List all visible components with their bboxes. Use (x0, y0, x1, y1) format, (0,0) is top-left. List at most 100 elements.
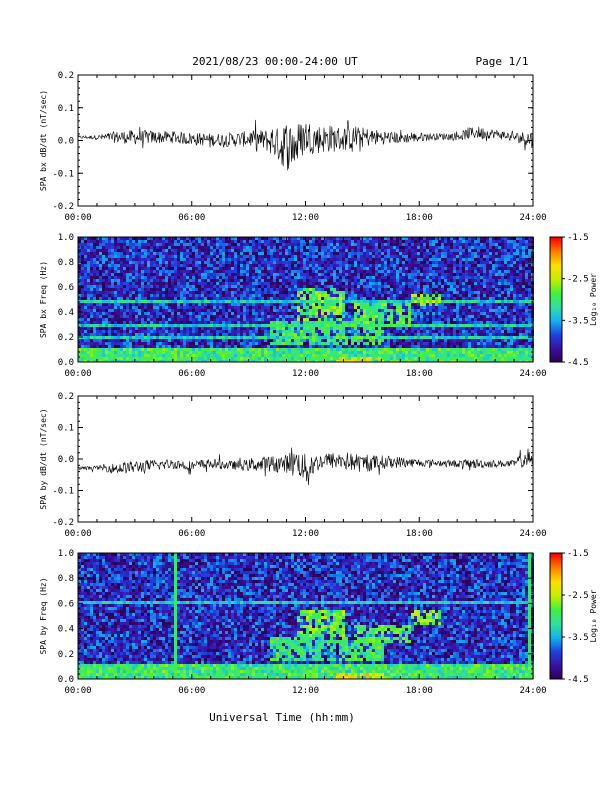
spectrogram-cell (354, 300, 357, 303)
spectrogram-cell (150, 264, 153, 267)
spectrogram-cell (381, 249, 384, 252)
spectrogram-cell (171, 285, 174, 288)
spectrogram-cell (261, 243, 264, 246)
spectrogram-cell (492, 264, 495, 267)
spectrogram-cell (189, 297, 192, 300)
spectrogram-cell (375, 243, 378, 246)
spectrogram-cell (396, 303, 399, 306)
spectrogram-cell (147, 291, 150, 294)
spectrogram-cell (105, 318, 108, 321)
spectrogram-cell (90, 318, 93, 321)
spectrogram-cell (234, 327, 237, 330)
spectrogram-cell (465, 330, 468, 333)
spectrogram-cell (219, 255, 222, 258)
spectrogram-cell (291, 318, 294, 321)
spectrogram-cell (357, 279, 360, 282)
spectrogram-cell (177, 306, 180, 309)
spectrogram-cell (165, 321, 168, 324)
spectrogram-cell (162, 300, 165, 303)
spectrogram-cell (363, 324, 366, 327)
spectrogram-cell (357, 300, 360, 303)
spectrogram-cell (129, 237, 132, 240)
spectrogram-cell (255, 321, 258, 324)
y-tick-label: 0.1 (58, 104, 74, 114)
spectrogram-cell (165, 327, 168, 330)
spectrogram-cell (96, 288, 99, 291)
spectrogram-cell (123, 297, 126, 300)
spectrogram-cell (486, 237, 489, 240)
spectrogram-cell (198, 237, 201, 240)
spectrogram-cell (261, 309, 264, 312)
spectrogram-cell (468, 303, 471, 306)
spectrogram-cell (315, 279, 318, 282)
spectrogram-cell (108, 255, 111, 258)
spectrogram-cell (228, 267, 231, 270)
spectrogram-cell (333, 252, 336, 255)
spectrogram-cell (258, 294, 261, 297)
spectrogram-cell (282, 309, 285, 312)
spectrogram-cell (213, 285, 216, 288)
spectrogram-cell (279, 291, 282, 294)
spectrogram-cell (417, 252, 420, 255)
spectrogram-cell (393, 237, 396, 240)
spectrogram-cell (483, 315, 486, 318)
spectrogram-cell (414, 315, 417, 318)
spectrogram-cell (507, 330, 510, 333)
spectrogram-cell (525, 330, 528, 333)
spectrogram-cell (432, 321, 435, 324)
spectrogram-cell (444, 315, 447, 318)
spectrogram-cell (261, 240, 264, 243)
spectrogram-cell (183, 306, 186, 309)
spectrogram-cell (168, 294, 171, 297)
spectrogram-cell (444, 264, 447, 267)
spectrogram-cell (399, 240, 402, 243)
spectrogram-cell (126, 252, 129, 255)
spectrogram-cell (363, 303, 366, 306)
spectrogram-cell (456, 303, 459, 306)
spectrogram-cell (339, 267, 342, 270)
spectrogram-cell (96, 297, 99, 300)
spectrogram-cell (108, 261, 111, 264)
spectrogram-cell (450, 249, 453, 252)
spectrogram-cell (471, 312, 474, 315)
spectrogram-cell (102, 243, 105, 246)
spectrogram-cell (276, 276, 279, 279)
spectrogram-cell (186, 294, 189, 297)
spectrogram-cell (210, 261, 213, 264)
spectrogram-cell (87, 291, 90, 294)
spectrogram-cell (81, 258, 84, 261)
spectrogram-cell (492, 327, 495, 330)
spectrogram-cell (306, 255, 309, 258)
spectrogram-cell (135, 303, 138, 306)
spectrogram-cell (78, 249, 81, 252)
spectrogram-cell (141, 309, 144, 312)
spectrogram-cell (339, 240, 342, 243)
spectrogram-cell (147, 321, 150, 324)
spectrogram-cell (216, 273, 219, 276)
spectrogram-cell (462, 237, 465, 240)
spectrogram-cell (519, 300, 522, 303)
spectrogram-cell (462, 294, 465, 297)
spectrogram-cell (183, 327, 186, 330)
spectrogram-cell (330, 303, 333, 306)
spectrogram-cell (132, 324, 135, 327)
spectrogram-cell (282, 294, 285, 297)
spectrogram-cell (81, 321, 84, 324)
spectrogram-cell (84, 288, 87, 291)
spectrogram-cell (402, 255, 405, 258)
spectrogram-cell (192, 318, 195, 321)
spectrogram-cell (81, 315, 84, 318)
spectrogram-cell (99, 276, 102, 279)
spectrogram-cell (249, 267, 252, 270)
spectrogram-cell (423, 279, 426, 282)
spectrogram-cell (273, 258, 276, 261)
spectrogram-cell (78, 264, 81, 267)
spectrogram-cell (408, 312, 411, 315)
spectrogram-cell (210, 294, 213, 297)
spectrogram-cell (348, 258, 351, 261)
spectrogram-cell (189, 270, 192, 273)
spectrogram-cell (114, 282, 117, 285)
spectrogram-cell (225, 291, 228, 294)
spectrogram-cell (159, 300, 162, 303)
spectrogram-cell (243, 309, 246, 312)
